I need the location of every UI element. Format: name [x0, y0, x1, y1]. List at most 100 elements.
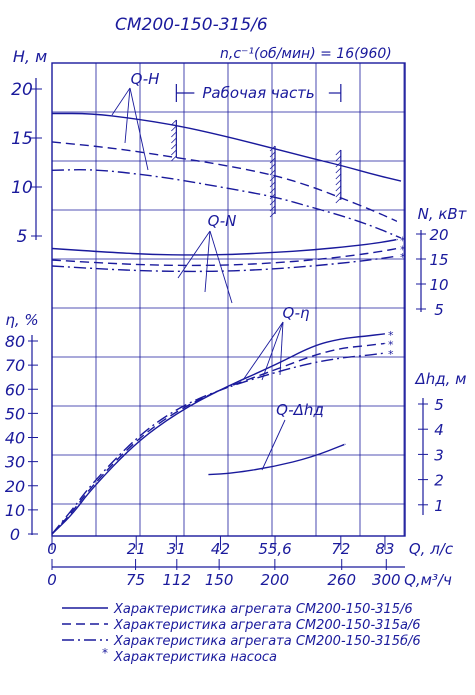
hatch	[171, 149, 177, 156]
legend-swatch-asterisk: *	[102, 646, 108, 660]
axes: 0 21 31 42 55,6 72 83 Q, л/с0 75 112 150 200 260 300 Q…	[5, 47, 468, 589]
n-tick-label: 15	[429, 251, 448, 269]
hatch	[269, 163, 276, 170]
h-tick-label: 5	[17, 227, 28, 247]
pump-asterisk: *	[400, 235, 406, 248]
hatch	[171, 131, 177, 138]
x-tick-label: 0	[47, 540, 57, 558]
hatch	[171, 125, 177, 132]
hatch	[269, 205, 276, 212]
label-leader	[204, 230, 211, 293]
pump-asterisk: *	[388, 329, 394, 342]
npsh-tick-label: 2	[434, 472, 444, 490]
eta-axis-label: η, %	[5, 311, 38, 329]
pump-asterisk: *	[400, 251, 406, 264]
n-tick-label: 20	[429, 226, 448, 244]
x2-tick-label: 75	[126, 571, 145, 589]
series-QH-dashdot	[51, 169, 402, 239]
series-Qh-solid	[208, 443, 346, 476]
label-leader	[209, 230, 233, 304]
npsh-tick-label: 5	[434, 396, 444, 414]
hatch	[171, 143, 177, 150]
x-tick-label: 42	[211, 540, 230, 558]
pump-asterisk: *	[388, 348, 394, 361]
eta-tick-label: 50	[5, 404, 25, 423]
x-tick-label: 72	[331, 540, 350, 558]
series-Q-dashdot	[51, 352, 385, 535]
label-leader	[111, 87, 131, 116]
hatch	[269, 151, 276, 158]
label-q-n: Q-N	[208, 212, 237, 230]
pump-asterisk: *	[400, 244, 406, 257]
x2-tick-label: 260	[327, 571, 356, 589]
hatch	[269, 157, 276, 164]
hatch	[269, 193, 276, 200]
legend-text: Характеристика агрегата СМ200-150-315а/6	[113, 618, 421, 633]
h-tick-label: 10	[11, 178, 33, 198]
npsh-tick-label: 4	[434, 421, 444, 439]
npsh-axis-label: Δhд, м	[415, 370, 467, 388]
x2-tick-label: 0	[47, 571, 57, 589]
label-leader	[261, 419, 286, 471]
label-leader	[261, 321, 284, 381]
n-axis-label: N, кВт	[418, 205, 468, 223]
npsh-tick-label: 1	[434, 497, 444, 515]
speed-label: n,c⁻¹(об/мин) = 16(960)	[220, 46, 392, 62]
hatch	[171, 119, 177, 126]
hatch	[269, 187, 276, 194]
hatch	[335, 197, 342, 204]
eta-tick-label: 0	[10, 525, 20, 544]
eta-tick-label: 60	[5, 380, 25, 399]
series-QH-dashed	[51, 141, 398, 222]
h-tick-label: 15	[11, 129, 33, 149]
hatch	[335, 185, 342, 192]
legend-item: Характеристика агрегата СМ200-150-315б/6	[62, 634, 421, 649]
legend-text: Характеристика агрегата СМ200-150-315/6	[113, 602, 413, 617]
x2-tick-label: 112	[162, 571, 191, 589]
series-QH-solid	[51, 112, 402, 182]
label-leader	[177, 230, 211, 279]
eta-tick-label: 40	[5, 429, 25, 448]
hatch	[335, 155, 342, 162]
series-QN-solid	[51, 238, 398, 256]
label-q-eta: Q-η	[282, 304, 309, 322]
eta-tick-label: 30	[5, 453, 25, 472]
chart-title: СМ200-150-315/6	[115, 15, 268, 35]
hatch	[335, 167, 342, 174]
hatch	[335, 173, 342, 180]
x2-tick-label: 200	[261, 571, 290, 589]
h-axis-label: H, м	[13, 47, 47, 66]
series-QN-dashdot	[51, 255, 398, 273]
plot-frame	[51, 62, 406, 537]
x-tick-label: 55,6	[258, 540, 291, 558]
x2-tick-label: 150	[205, 571, 234, 589]
legend-item: Характеристика агрегата СМ200-150-315/6	[62, 602, 413, 617]
hatch	[269, 145, 276, 152]
series-QN-dashed	[51, 247, 398, 267]
pump-asterisk: *	[388, 338, 394, 351]
label-q-npsh: Q-Δhд	[276, 401, 324, 419]
label-leader	[279, 321, 284, 376]
label-q-h: Q-H	[131, 70, 160, 88]
eta-tick-label: 10	[5, 501, 25, 520]
eta-tick-label: 70	[5, 356, 25, 375]
work-zone-label: Рабочая часть	[202, 84, 314, 102]
label-leader	[129, 87, 149, 171]
hatch	[269, 199, 276, 206]
hatch	[269, 169, 276, 176]
annotations: Рабочая часть Q-H Q-N Q-η Q-Δhд	[111, 70, 342, 471]
legend-text: Характеристика агрегата СМ200-150-315б/6	[113, 634, 421, 649]
legend-item: * Характеристика насоса	[102, 646, 277, 665]
legend-item: Характеристика агрегата СМ200-150-315а/6	[62, 618, 421, 633]
hatch	[335, 161, 342, 168]
x-tick-label: 21	[127, 540, 146, 558]
label-leader	[242, 321, 284, 381]
hatch	[171, 137, 177, 144]
series-Q-dashed	[51, 342, 385, 535]
hatch	[171, 155, 177, 162]
legend: Характеристика агрегата СМ200-150-315/6Х…	[62, 602, 421, 665]
legend-text: Характеристика насоса	[113, 650, 277, 665]
n-tick-label: 5	[434, 301, 444, 319]
hatch	[269, 175, 276, 182]
